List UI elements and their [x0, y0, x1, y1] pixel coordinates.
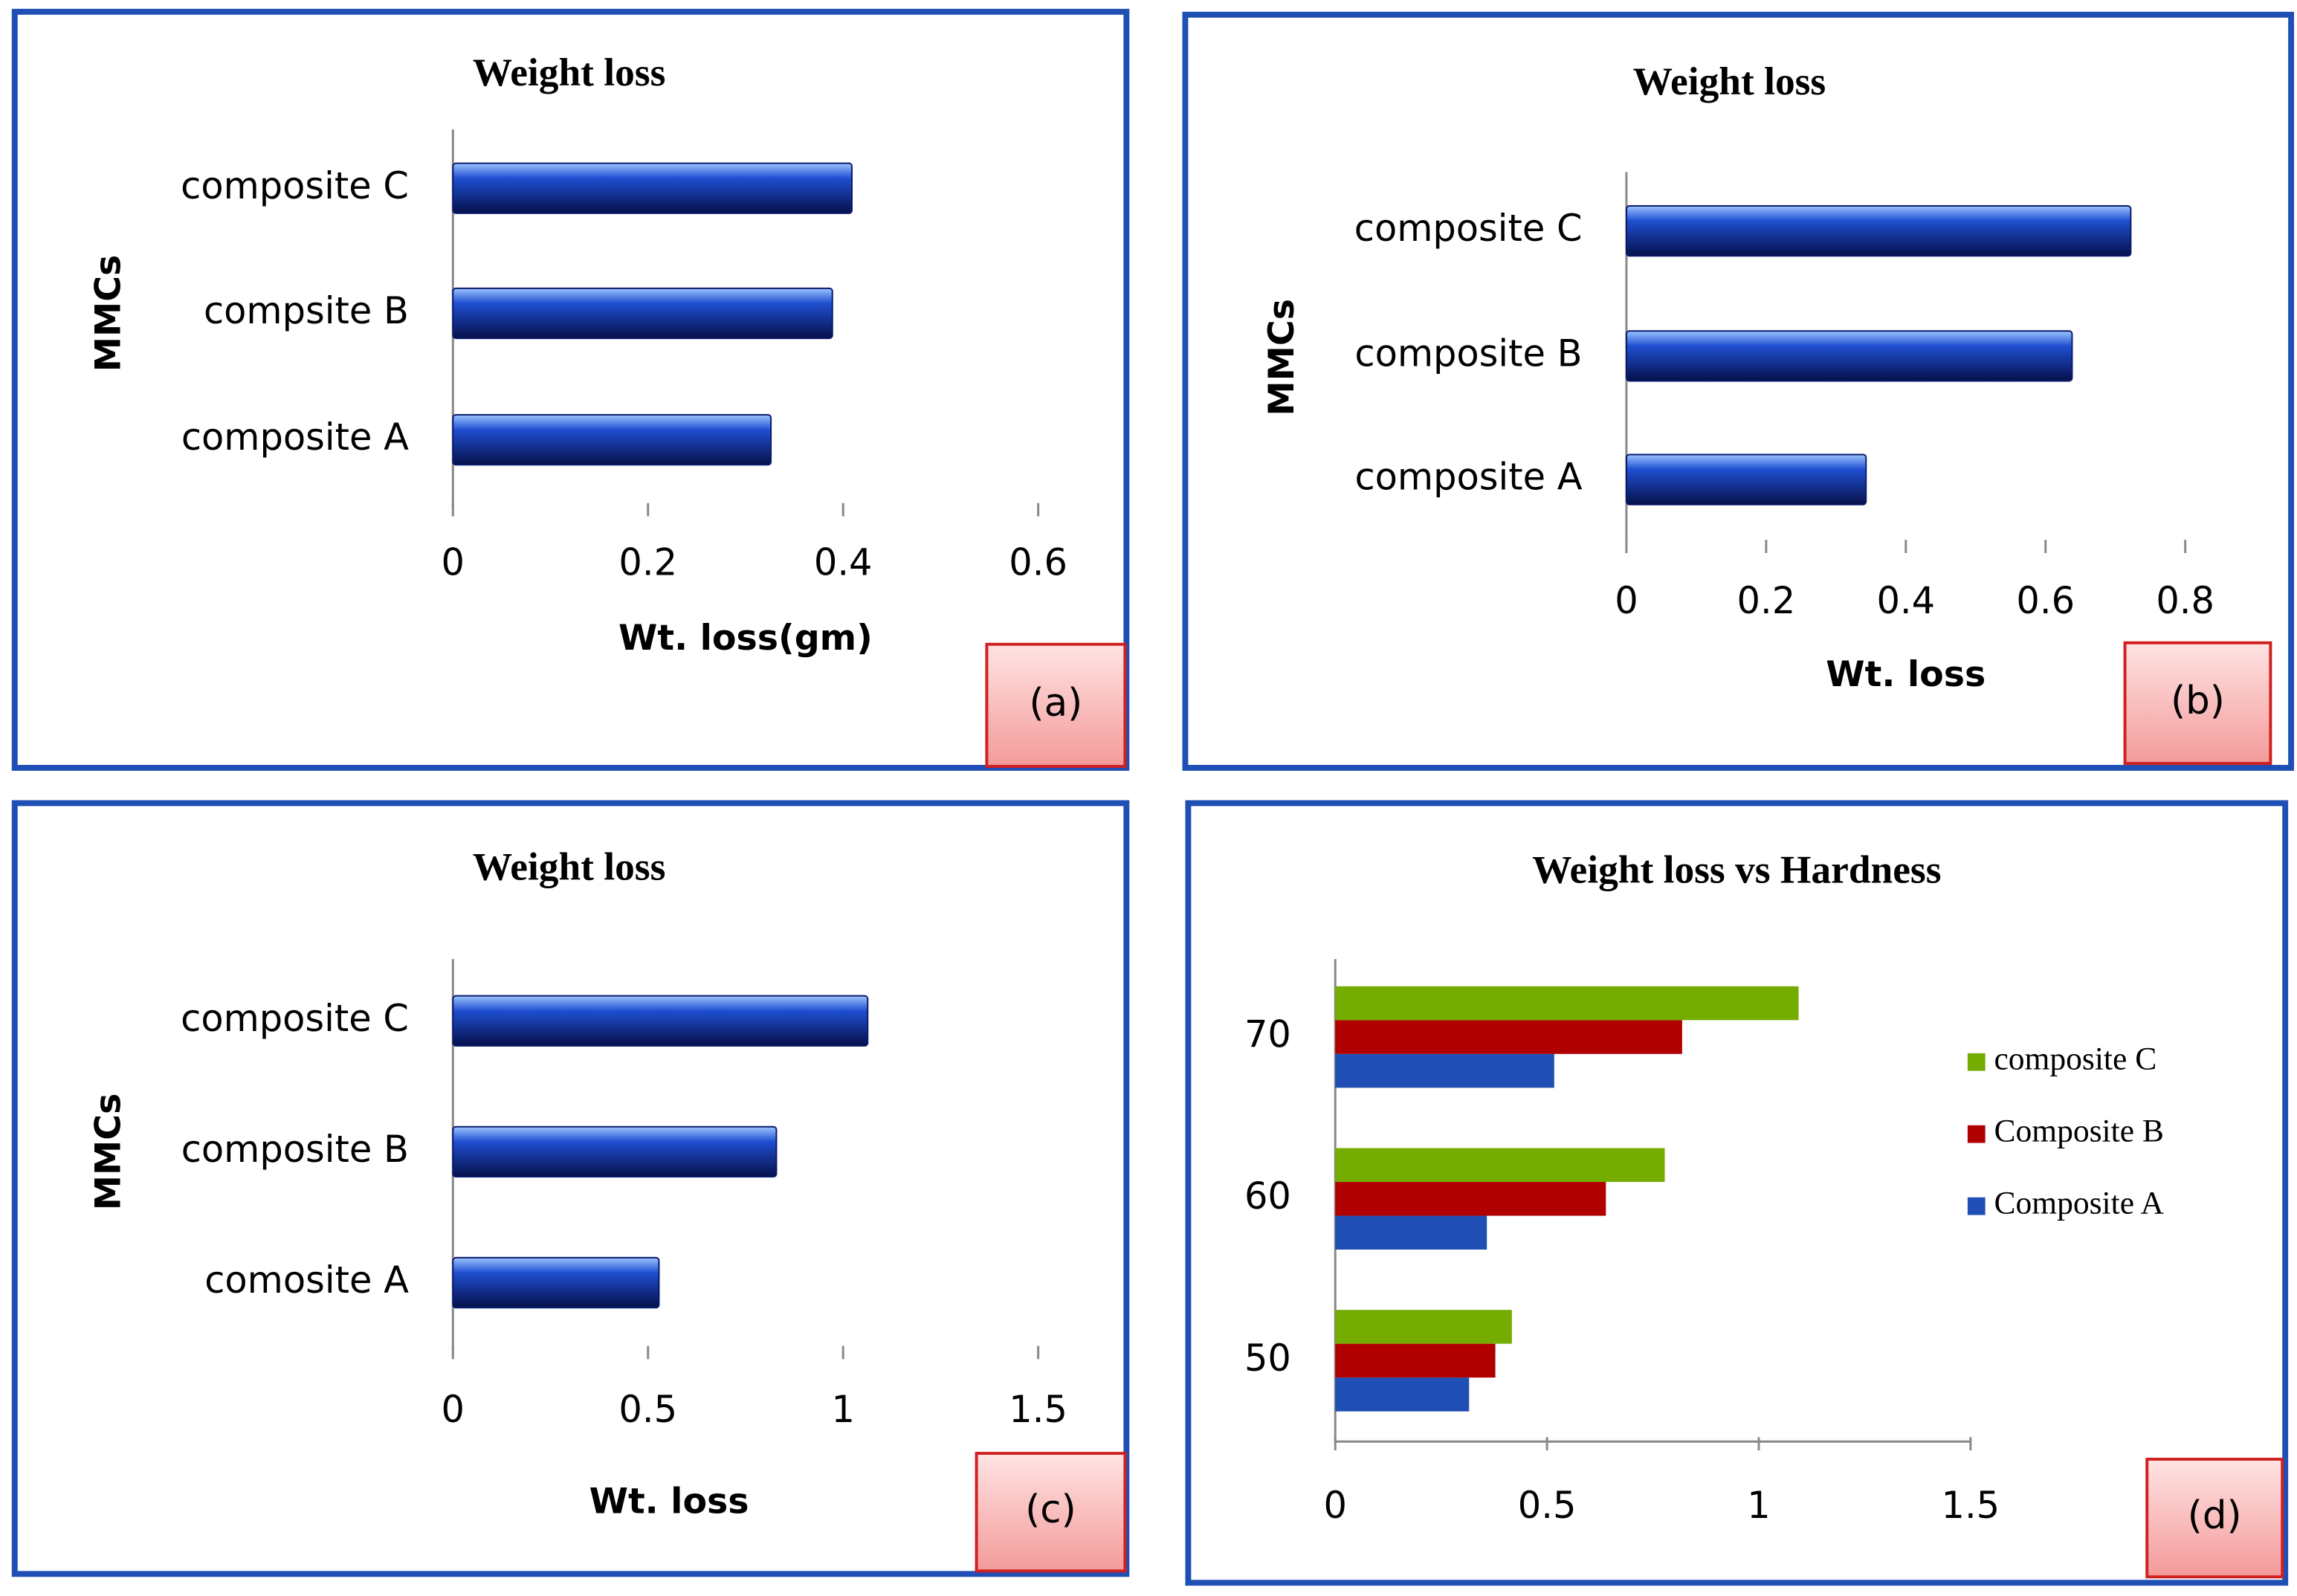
y-axis-label: MMCs	[88, 1093, 129, 1211]
x-tick-label: 0.8	[2156, 579, 2214, 622]
x-axis-label: Wt. loss(gm)	[618, 618, 873, 659]
y-tick-label: composite B	[1354, 332, 1582, 375]
x-tick-label: 0.5	[1518, 1484, 1577, 1527]
chart-title: Weight loss	[1633, 59, 1826, 103]
x-tick-label: 0.4	[1876, 579, 1935, 622]
legend-label: composite C	[1994, 1041, 2157, 1077]
panel-label-box	[2123, 641, 2272, 765]
panel-label-box	[985, 642, 1127, 768]
y-tick-label: composite C	[181, 164, 409, 207]
bar	[452, 1125, 778, 1178]
bar	[1335, 1343, 1496, 1378]
bar	[452, 1256, 660, 1309]
x-tick-label: 0	[1615, 579, 1638, 622]
bar	[452, 287, 833, 340]
bar	[1335, 1053, 1554, 1088]
bar	[1625, 453, 1867, 505]
bar	[1335, 1215, 1487, 1250]
x-tick-label: 0.6	[2016, 579, 2075, 622]
y-tick-label: composite A	[1354, 456, 1582, 499]
panel-label-box	[975, 1452, 1127, 1573]
x-tick-label: 1.5	[1942, 1484, 2000, 1527]
panel-label: (b)	[2171, 679, 2225, 723]
x-tick-label: 1.5	[1009, 1388, 1067, 1431]
y-tick-label: comosite A	[204, 1259, 409, 1302]
bar	[1335, 1377, 1470, 1412]
legend-label: Composite A	[1994, 1186, 2164, 1221]
x-tick-label: 0.4	[814, 540, 873, 584]
panel-label: (a)	[1030, 681, 1083, 726]
bar	[1335, 1310, 1512, 1344]
legend-swatch	[1967, 1125, 1986, 1143]
y-axis-label: MMCs	[88, 255, 129, 372]
panel-border	[11, 800, 1130, 1577]
y-axis-label: MMCs	[1261, 299, 1302, 416]
panel-border	[1185, 800, 2289, 1586]
panel-border	[1182, 11, 2295, 771]
y-tick-label: 50	[1244, 1337, 1291, 1380]
chart-title: Weight loss vs Hardness	[1532, 847, 1941, 892]
bar	[1625, 205, 2132, 257]
bar	[1625, 330, 2073, 382]
bar	[1335, 1181, 1606, 1216]
y-tick-label: composite C	[181, 997, 409, 1040]
y-tick-label: 70	[1244, 1013, 1291, 1056]
bar	[452, 995, 869, 1047]
bar	[452, 414, 772, 466]
bar	[1335, 1148, 1665, 1182]
bar	[1335, 986, 1799, 1021]
panel-label-box	[2145, 1457, 2284, 1579]
bar	[1335, 1020, 1682, 1054]
panel-border	[11, 8, 1130, 771]
x-tick-label: 0.6	[1009, 540, 1067, 584]
bar	[452, 162, 853, 214]
legend-label: Composite B	[1994, 1114, 2163, 1149]
x-tick-label: 0	[1324, 1484, 1347, 1527]
legend-swatch	[1967, 1197, 1986, 1215]
x-tick-label: 1	[1747, 1484, 1770, 1527]
y-tick-label: composite A	[181, 416, 409, 459]
x-tick-label: 0	[442, 1388, 465, 1431]
y-tick-label: composite B	[181, 1128, 409, 1171]
x-axis-label: Wt. loss	[589, 1481, 749, 1522]
chart-title: Weight loss	[473, 844, 666, 889]
x-tick-label: 0.2	[1737, 579, 1796, 622]
panel-label: (c)	[1025, 1487, 1076, 1532]
y-tick-label: 60	[1244, 1175, 1291, 1218]
y-tick-label: compsite B	[204, 289, 409, 332]
legend-swatch	[1967, 1053, 1986, 1071]
chart-title: Weight loss	[473, 50, 666, 94]
x-tick-label: 0.5	[618, 1388, 677, 1431]
x-tick-label: 0	[442, 540, 465, 584]
panel-label: (d)	[2188, 1493, 2242, 1538]
x-axis-label: Wt. loss	[1826, 654, 1986, 695]
x-tick-label: 1	[831, 1388, 854, 1431]
y-tick-label: composite C	[1354, 207, 1583, 250]
x-tick-label: 0.2	[618, 540, 677, 584]
